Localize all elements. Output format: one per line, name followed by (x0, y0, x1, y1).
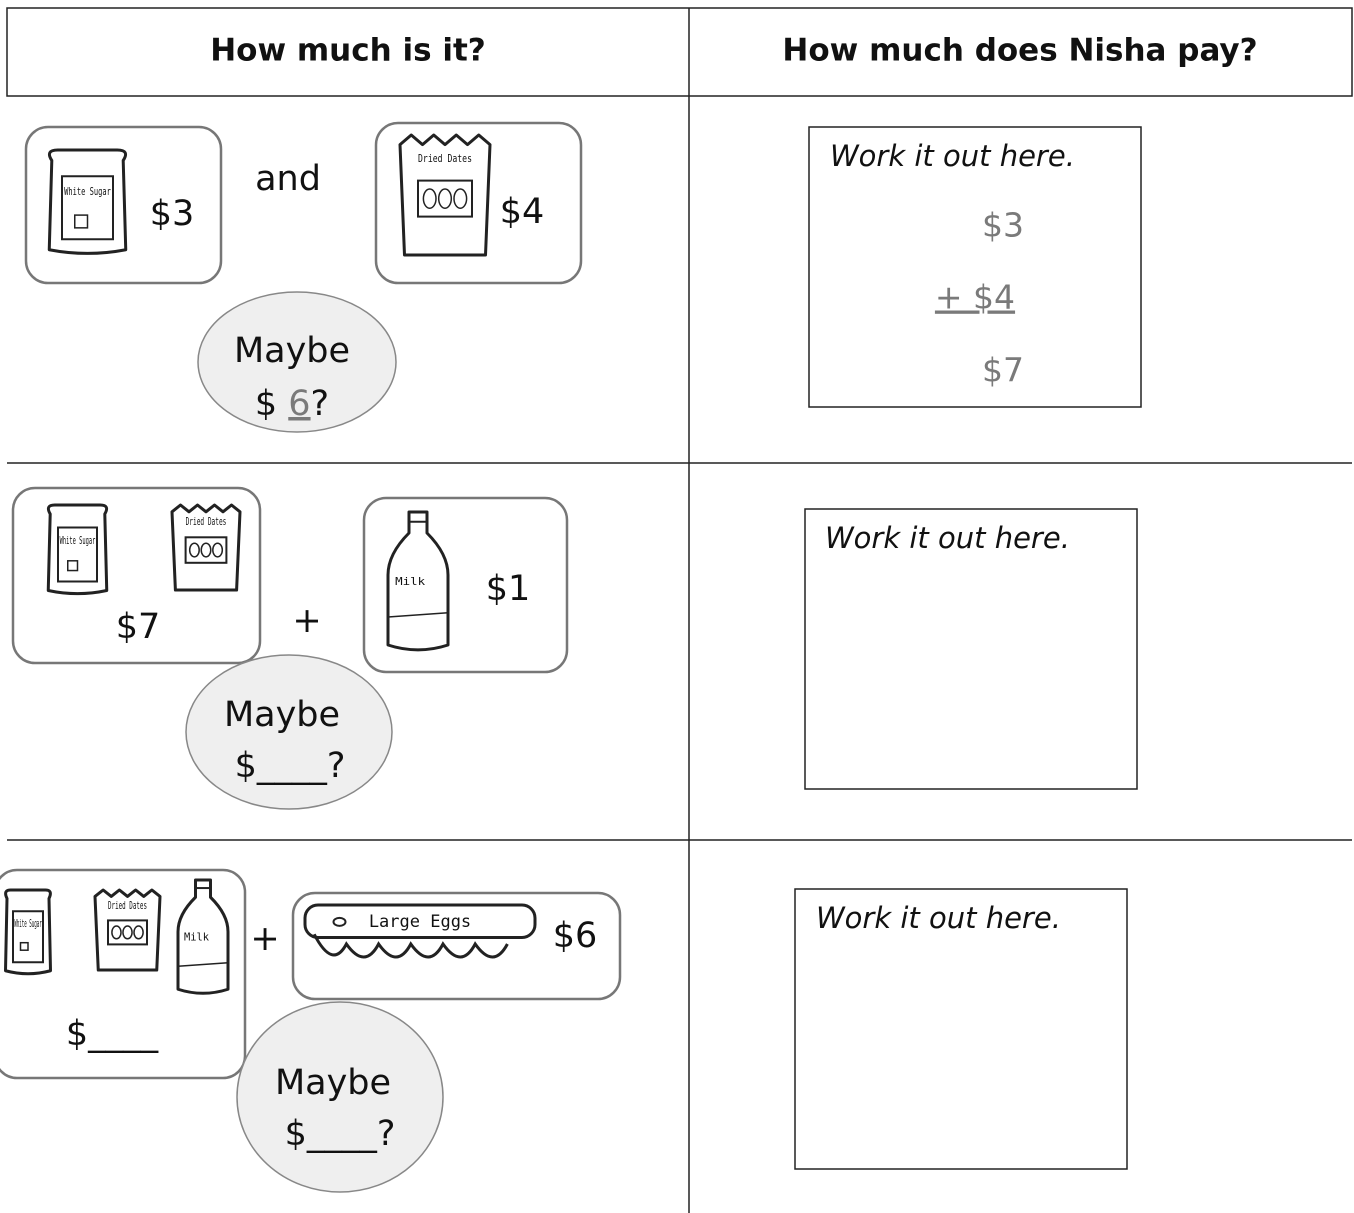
product-name: Dried Dates (418, 152, 472, 165)
product-name: Dried Dates (186, 515, 227, 528)
price: $3 (150, 194, 195, 234)
working-line: + $4 (935, 278, 1015, 317)
bag-label (12, 910, 44, 964)
work-prompt: Work it out here. (830, 139, 1075, 173)
date (437, 188, 453, 209)
bag-label (57, 526, 98, 583)
column-header: How much does Nisha pay? (782, 33, 1257, 69)
guess-amount: $ 6? (255, 384, 329, 424)
date (200, 542, 212, 558)
bottle-band (177, 962, 229, 967)
guess-amount-part: $____? (235, 746, 346, 786)
product-name: Milk (184, 931, 209, 944)
price: $7 (116, 607, 161, 647)
column-header: How much is it? (210, 33, 486, 69)
connector: + (250, 919, 279, 959)
working-line: $7 (982, 351, 1024, 390)
date (188, 542, 200, 558)
header-row (6, 7, 1353, 97)
sugar-cube (67, 560, 79, 572)
date (111, 925, 122, 940)
guess-amount-part: 6 (288, 384, 310, 424)
product-name: White Sugar (64, 185, 111, 198)
bottle-band (387, 612, 449, 618)
product-name: Large Eggs (369, 912, 471, 932)
guess-amount: $____? (285, 1114, 396, 1154)
product-icon: Milk (386, 510, 450, 652)
price: $1 (486, 569, 531, 609)
guess-label: Maybe (224, 695, 340, 735)
dates-window (107, 919, 148, 946)
product-icon: White Sugar (4, 888, 52, 976)
connector: and (255, 159, 321, 199)
guess-bubble (185, 654, 393, 810)
guess-amount: $____? (235, 746, 346, 786)
guess-amount-part: ? (311, 384, 330, 424)
product-icon: Dried Dates (93, 888, 162, 972)
egg-carton-cups (312, 933, 509, 959)
dates-window (184, 536, 228, 564)
guess-label: Maybe (275, 1063, 391, 1103)
work-box (794, 888, 1128, 1170)
sugar-cube (74, 214, 89, 229)
date (122, 925, 133, 940)
price: $____ (66, 1014, 159, 1054)
product-icon: Dried Dates (398, 133, 492, 257)
egg-carton-lid (303, 903, 537, 939)
date (133, 925, 144, 940)
work-prompt: Work it out here. (816, 901, 1061, 935)
work-prompt: Work it out here. (825, 521, 1070, 555)
guess-bubble (197, 291, 397, 433)
working-line: $3 (982, 206, 1024, 245)
date (453, 188, 468, 209)
date (212, 542, 224, 558)
guess-amount-part: $____? (285, 1114, 396, 1154)
work-box (804, 508, 1138, 790)
price: $6 (553, 916, 598, 956)
guess-amount-part: $ (255, 384, 288, 424)
price: $4 (500, 192, 545, 232)
bag-label (61, 175, 114, 241)
dates-window (417, 179, 473, 218)
carton-hole (332, 916, 347, 927)
guess-label: Maybe (234, 331, 350, 371)
date (422, 188, 437, 209)
product-name: Dried Dates (108, 899, 147, 912)
sugar-cube (19, 941, 29, 951)
work-box (808, 126, 1142, 408)
product-name: Milk (395, 575, 425, 588)
product-icon: Large Eggs (303, 903, 537, 959)
connector: + (292, 601, 321, 641)
product-icon: Dried Dates (170, 503, 242, 592)
product-name: White Sugar (60, 534, 96, 547)
product-icon: Milk (176, 878, 230, 995)
product-icon: White Sugar (46, 503, 109, 596)
guess-bubble (236, 1001, 444, 1193)
product-name: White Sugar (14, 917, 42, 930)
product-icon: White Sugar (47, 148, 128, 255)
